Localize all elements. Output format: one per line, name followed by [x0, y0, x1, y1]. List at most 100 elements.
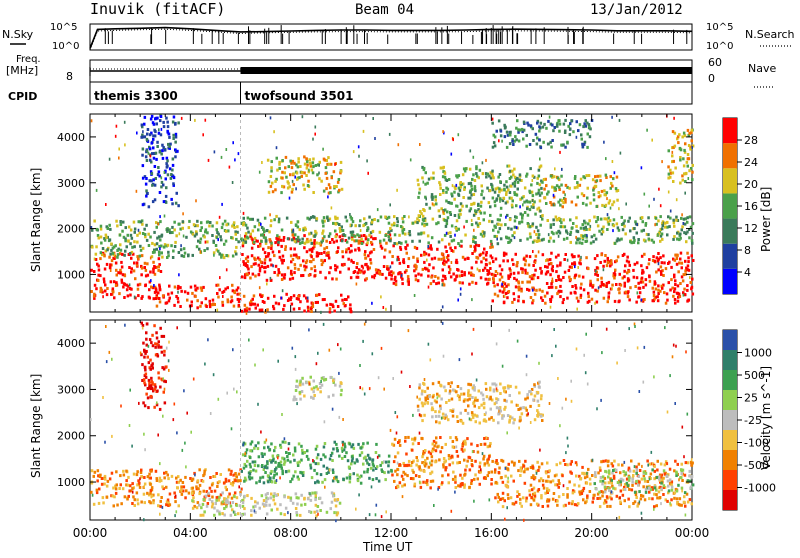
power-cell: [193, 223, 196, 226]
power-cell: [174, 241, 177, 244]
power-cell: [539, 166, 542, 169]
power-cell: [453, 191, 456, 194]
power-cell: [439, 215, 442, 218]
velocity-cell: [180, 485, 183, 488]
power-cell: [556, 232, 559, 235]
power-cell: [179, 286, 182, 289]
power-cell: [674, 287, 677, 290]
power-cell: [362, 224, 365, 227]
velocity-cell: [236, 476, 239, 479]
power-cell: [230, 296, 233, 299]
power-cell: [537, 276, 540, 279]
velocity-cell: [525, 500, 528, 503]
velocity-cell: [144, 483, 147, 486]
nave-ytick-bottom: 0: [708, 72, 715, 85]
power-cell: [417, 233, 420, 236]
power-cell: [161, 256, 164, 259]
power-cell: [575, 287, 578, 290]
power-speckle: [408, 215, 410, 218]
power-cell: [499, 273, 502, 276]
power-cell: [499, 290, 502, 293]
velocity-cell: [671, 489, 674, 492]
power-cell: [115, 220, 118, 223]
power-cell: [250, 233, 253, 236]
velocity-cell: [402, 478, 405, 481]
n-sky-label: N.Sky: [2, 28, 34, 41]
power-cell: [335, 300, 338, 303]
velocity-cell: [463, 393, 466, 396]
power-cell: [491, 122, 494, 125]
power-cell: [144, 233, 147, 236]
power-cell: [403, 215, 406, 218]
power-cell: [423, 219, 426, 222]
power-cell: [502, 291, 505, 294]
power-cell: [306, 160, 309, 163]
velocity-cell: [351, 460, 354, 463]
power-cell: [146, 149, 149, 152]
power-cell: [557, 201, 560, 204]
power-cell: [566, 237, 569, 240]
power-cell: [681, 135, 684, 138]
power-ytick-label: 3000: [57, 177, 85, 190]
velocity-cell: [429, 486, 432, 489]
power-cell: [569, 266, 572, 269]
velocity-ylabel: Slant Range [km]: [29, 374, 43, 478]
power-cell: [289, 173, 292, 176]
power-cell: [396, 224, 399, 227]
power-speckle: [366, 159, 368, 162]
velocity-cell: [328, 395, 331, 398]
power-speckle: [124, 121, 126, 124]
velocity-cell: [311, 388, 314, 391]
velocity-cell: [261, 464, 264, 467]
power-cell: [151, 172, 154, 175]
velocity-cell: [460, 393, 463, 396]
power-cell: [225, 223, 228, 226]
velocity-cell: [255, 470, 257, 473]
power-cell: [159, 239, 162, 242]
power-cell: [438, 209, 441, 212]
power-speckle: [660, 204, 662, 207]
power-cell: [645, 283, 648, 286]
power-cell: [585, 256, 588, 259]
power-speckle: [456, 184, 458, 187]
power-cell: [485, 278, 488, 281]
velocity-cell: [372, 469, 375, 472]
velocity-cell: [488, 471, 491, 474]
velocity-cell: [604, 486, 607, 489]
power-cell: [454, 278, 457, 281]
power-cell: [434, 275, 437, 278]
power-cell: [470, 203, 473, 206]
velocity-cell: [454, 475, 457, 478]
power-cell: [569, 127, 572, 130]
velocity-cell: [532, 466, 535, 469]
velocity-cell: [324, 478, 327, 481]
cpid-panel-frame: [90, 82, 692, 104]
velocity-cell: [558, 479, 561, 482]
power-cell: [264, 237, 267, 240]
power-cell: [485, 176, 488, 179]
power-cell: [141, 124, 144, 127]
power-cell: [337, 305, 340, 308]
power-cell: [93, 295, 96, 298]
power-cell: [570, 231, 573, 234]
power-speckle: [505, 216, 507, 219]
power-speckle: [497, 272, 499, 275]
freq-nave-band: [241, 67, 693, 74]
power-cell: [483, 257, 486, 260]
power-speckle: [142, 130, 144, 133]
power-speckle: [470, 149, 472, 152]
power-cell: [170, 198, 173, 201]
nave-label: Nave: [748, 62, 776, 75]
velocity-cell: [263, 481, 266, 484]
velocity-cell: [502, 497, 505, 500]
power-cell: [633, 276, 636, 279]
power-cell: [492, 188, 495, 191]
power-cell: [146, 138, 149, 141]
power-cell: [176, 150, 179, 153]
velocity-cell: [632, 474, 635, 477]
power-speckle: [159, 215, 161, 218]
power-cell: [477, 203, 480, 206]
velocity-cell: [622, 494, 625, 497]
velocity-cell: [552, 479, 555, 482]
power-cell: [508, 290, 511, 293]
